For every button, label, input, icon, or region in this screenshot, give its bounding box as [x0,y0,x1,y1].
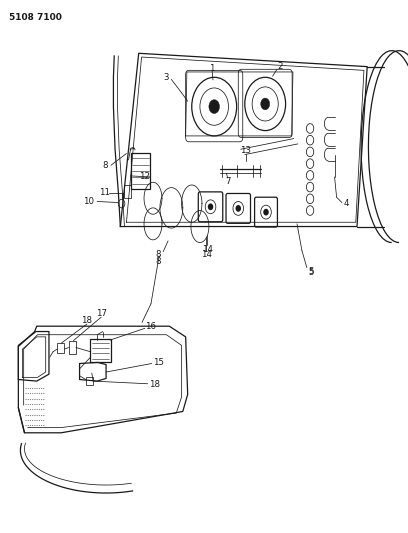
Circle shape [261,98,270,110]
Text: 7: 7 [226,177,231,185]
Text: 3: 3 [164,73,169,82]
Text: 1: 1 [208,64,214,72]
Text: 14: 14 [201,251,211,259]
Text: 11: 11 [99,189,109,197]
Text: 8: 8 [102,161,108,169]
Text: 15: 15 [153,358,164,367]
Text: 14: 14 [202,245,213,254]
Text: 18: 18 [82,317,92,325]
Text: 8: 8 [155,257,161,265]
Text: 16: 16 [146,322,156,330]
Text: 18: 18 [149,381,160,389]
Text: 10: 10 [84,197,94,206]
Circle shape [208,204,213,209]
Text: 4: 4 [343,199,349,208]
Text: 5: 5 [308,269,314,277]
Text: 5108 7100: 5108 7100 [9,13,62,22]
Text: 17: 17 [96,309,106,318]
Text: 13: 13 [240,146,251,155]
Text: 5: 5 [308,268,314,276]
Circle shape [264,209,268,215]
Circle shape [209,100,220,114]
Text: 8: 8 [155,251,161,259]
Text: 12: 12 [140,173,150,181]
Text: 2: 2 [277,62,283,71]
Circle shape [236,206,240,211]
